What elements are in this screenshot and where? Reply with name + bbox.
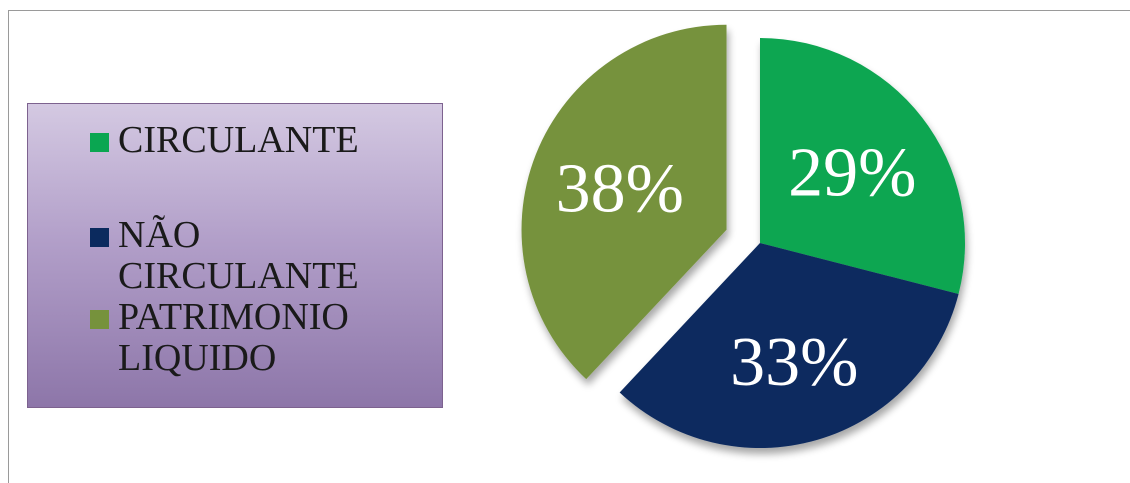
- legend: CIRCULANTE NÃO CIRCULANTE PATRIMONIO LIQ…: [27, 103, 443, 408]
- legend-swatch-circulante: [90, 133, 109, 152]
- legend-label-circulante: CIRCULANTE: [118, 119, 359, 161]
- legend-swatch-patrimonio-liquido: [90, 310, 109, 329]
- legend-label-nao-circulante: NÃO CIRCULANTE: [118, 214, 359, 297]
- pie-slice-patrimonio-liquido: [521, 24, 727, 380]
- data-label-circulante: 29%: [788, 134, 916, 211]
- pie-slice-nao-circulante: [619, 243, 959, 449]
- chart-border-left: [8, 10, 9, 483]
- chart-border-top: [8, 10, 1130, 11]
- legend-swatch-nao-circulante: [90, 228, 109, 247]
- data-label-patrimonio-liquido: 38%: [556, 150, 684, 227]
- legend-label-patrimonio-liquido: PATRIMONIO LIQUIDO: [118, 296, 349, 379]
- pie-slice-circulante: [760, 38, 965, 294]
- data-label-nao-circulante: 33%: [730, 324, 858, 401]
